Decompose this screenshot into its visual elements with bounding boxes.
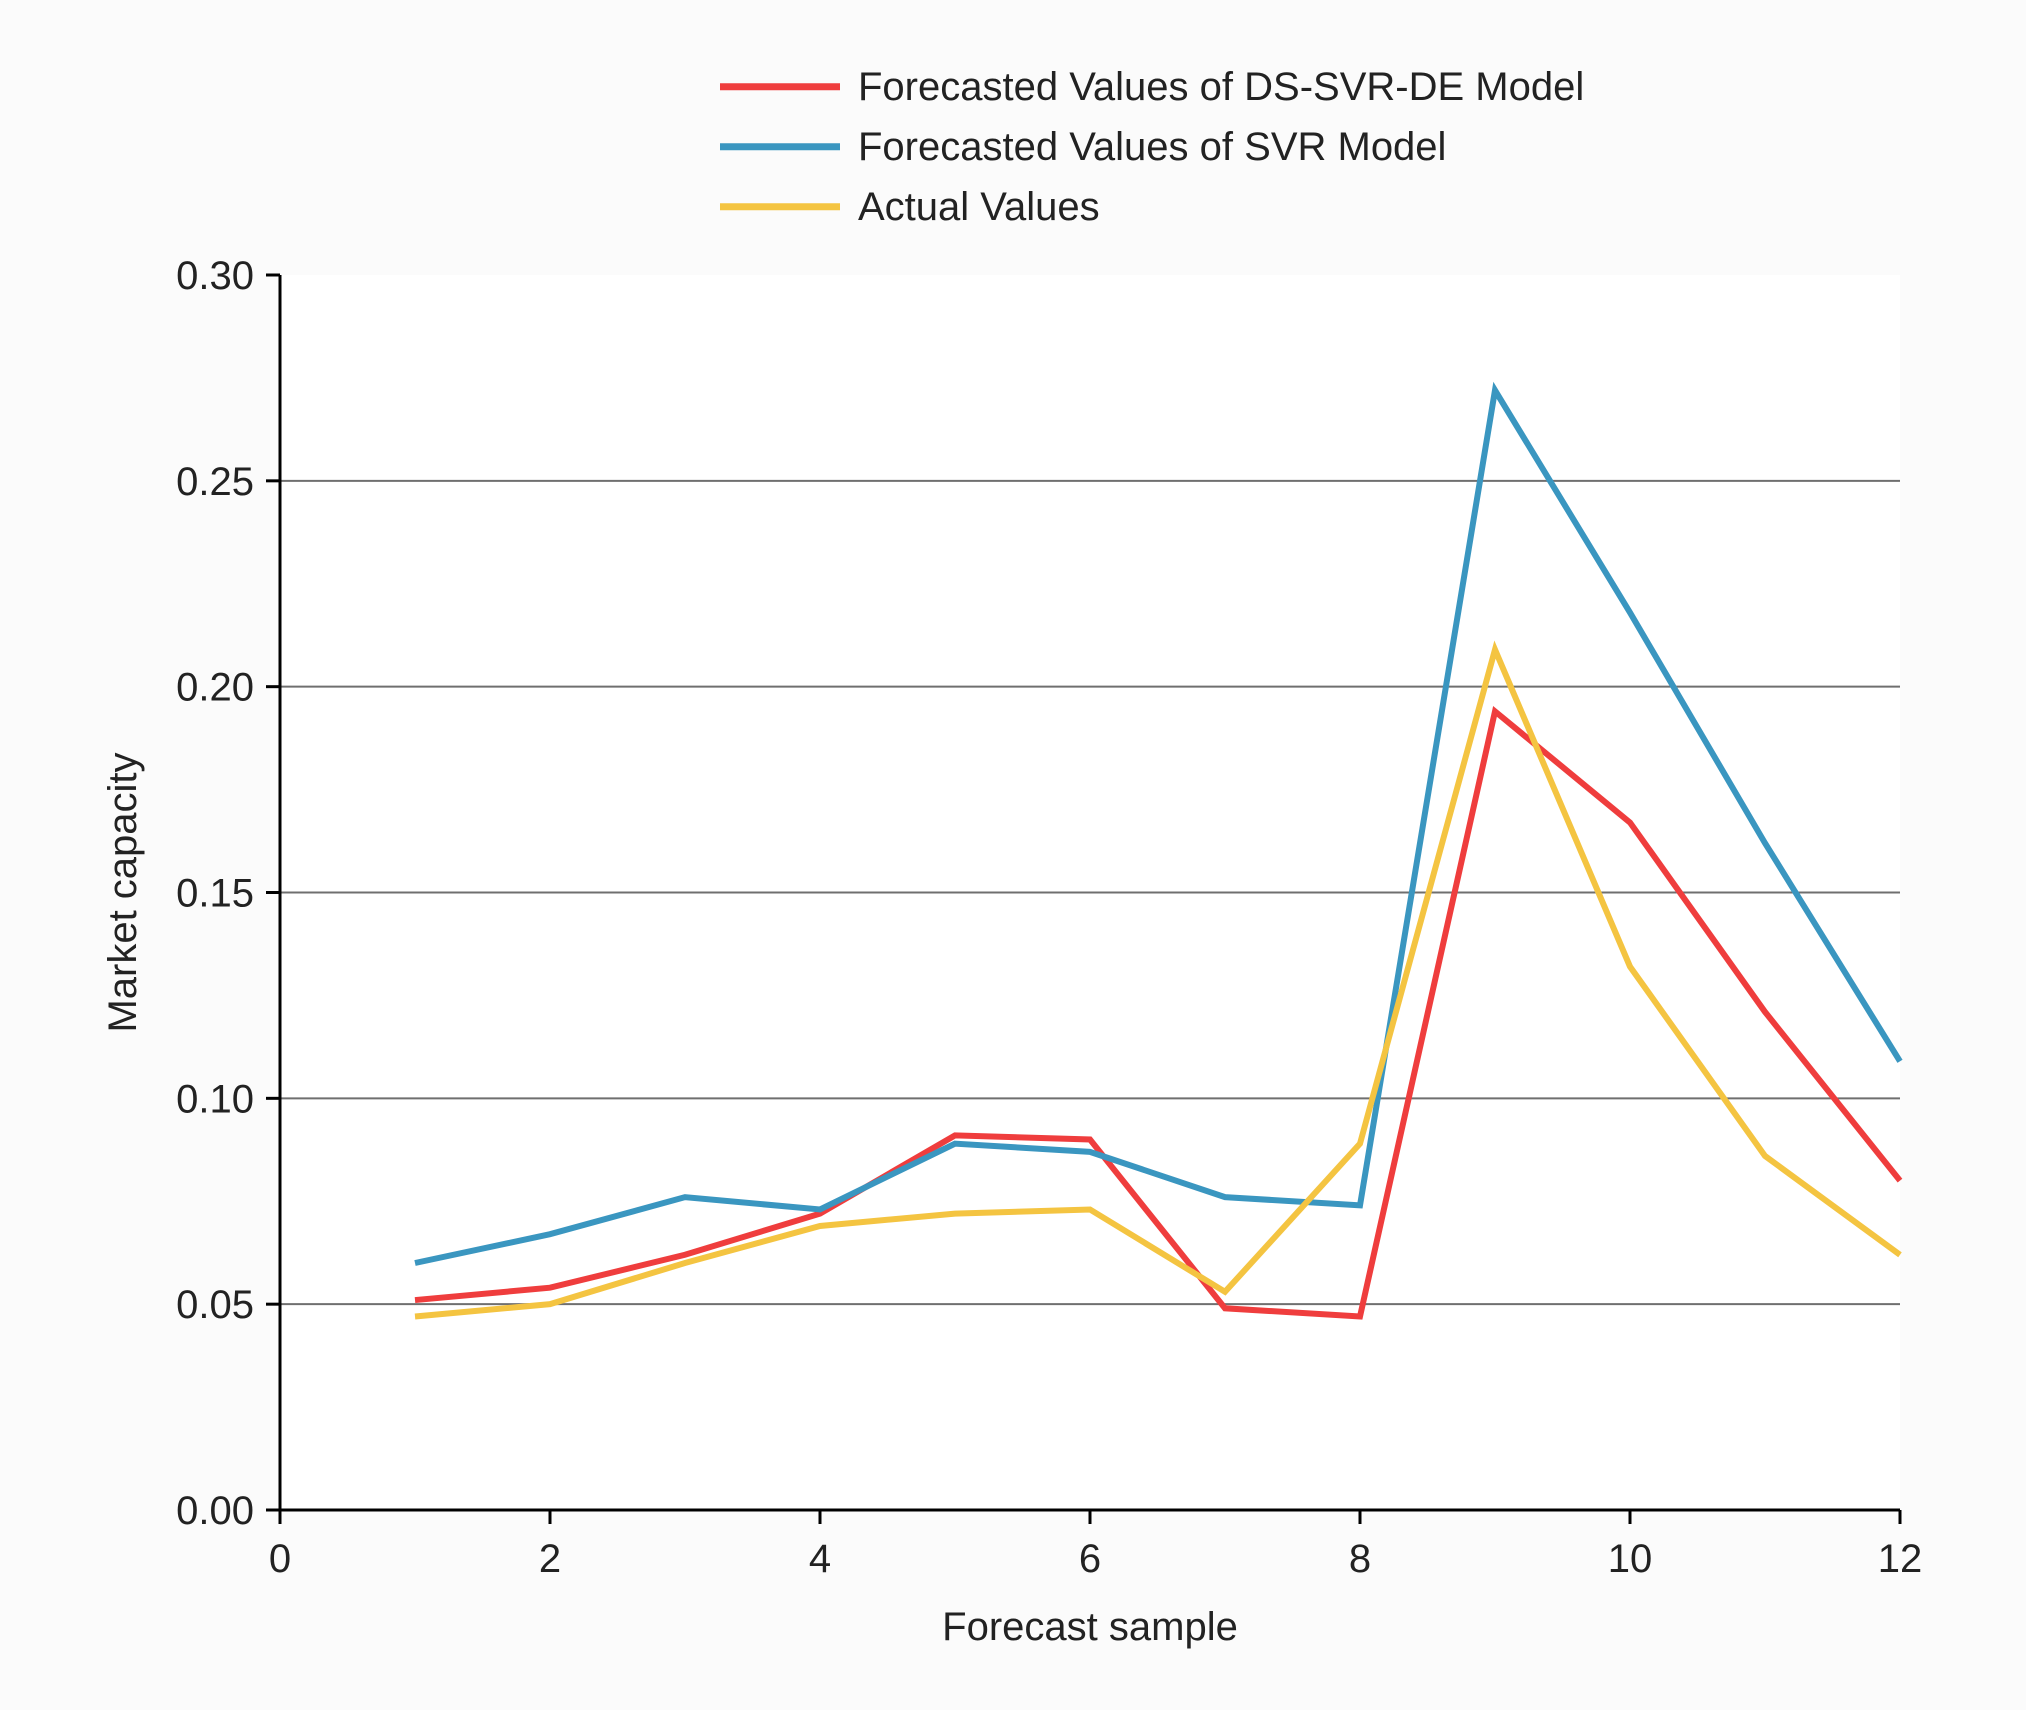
x-tick-label: 12 [1878,1537,1923,1581]
y-axis-label: Market capacity [101,752,145,1032]
y-tick-label: 0.30 [176,254,254,298]
line-chart: 0 2 4 6 8 10 12 0.00 0.05 0.10 0.15 0.20 0.25 0.30 For… [0,0,2026,1710]
y-tick-label: 0.15 [176,872,254,916]
x-tick-label: 0 [269,1537,291,1581]
x-tick-label: 8 [1349,1537,1371,1581]
legend-label-actual: Actual Values [858,185,1100,229]
y-tick-label: 0.00 [176,1489,254,1533]
y-tick-label: 0.25 [176,460,254,504]
x-tick-label: 10 [1608,1537,1653,1581]
x-tick-label: 4 [809,1537,831,1581]
x-axis-label: Forecast sample [942,1605,1238,1649]
legend-label-ds_svr_de: Forecasted Values of DS-SVR-DE Model [858,65,1584,109]
legend-label-svr: Forecasted Values of SVR Model [858,125,1446,169]
y-tick-label: 0.05 [176,1283,254,1327]
x-tick-label: 2 [539,1537,561,1581]
y-tick-label: 0.20 [176,666,254,710]
chart-container: 0 2 4 6 8 10 12 0.00 0.05 0.10 0.15 0.20 0.25 0.30 For… [0,0,2026,1710]
y-tick-label: 0.10 [176,1077,254,1121]
x-tick-label: 6 [1079,1537,1101,1581]
